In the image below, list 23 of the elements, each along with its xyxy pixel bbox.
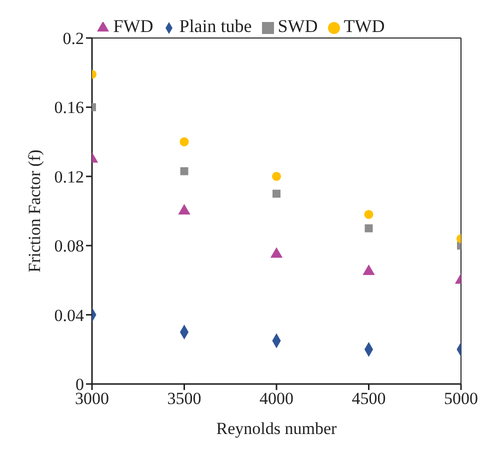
point — [272, 172, 282, 181]
legend-label: Plain tube — [179, 16, 252, 36]
y-axis-title: Friction Factor (f) — [25, 150, 44, 272]
legend-label: TWD — [344, 16, 385, 36]
point — [362, 264, 375, 276]
y-tick-label: 0.12 — [54, 167, 84, 186]
x-tick-label: 4500 — [352, 389, 386, 408]
point — [180, 137, 189, 146]
x-tick-label: 3500 — [167, 389, 202, 408]
x-tick-label: 3000 — [75, 389, 109, 408]
x-tick-label: 4000 — [260, 389, 294, 408]
x-axis-title: Reynolds number — [216, 419, 338, 438]
y-tick-label: 0.08 — [54, 236, 84, 256]
x-tick-label: 5000 — [444, 389, 478, 408]
point — [272, 190, 280, 198]
y-tick-label: 0.16 — [54, 98, 84, 118]
y-tick-label: 0.04 — [54, 306, 84, 325]
point — [364, 224, 373, 232]
legend-label: SWD — [278, 16, 318, 36]
point — [180, 167, 188, 176]
legend-label: FWD — [113, 16, 154, 36]
y-tick-label: 0.2 — [62, 29, 84, 48]
point — [364, 210, 374, 219]
